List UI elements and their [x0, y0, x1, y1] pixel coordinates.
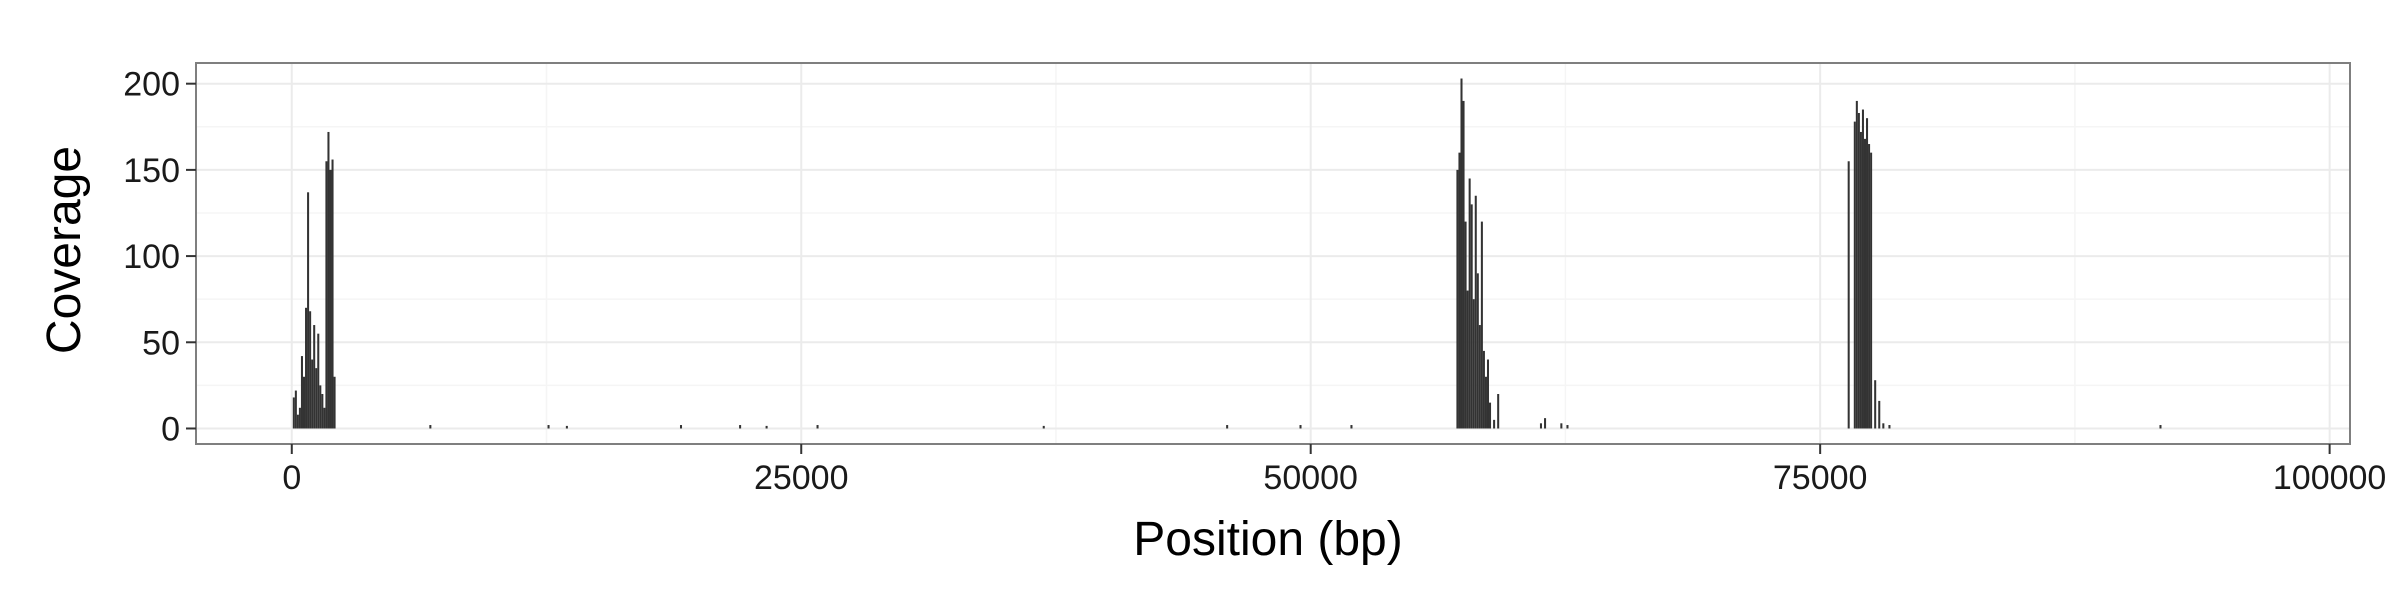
- coverage-bar: [1468, 178, 1471, 429]
- coverage-bar: [302, 376, 306, 429]
- coverage-bar: [1478, 325, 1481, 429]
- x-tick-label: 100000: [2273, 459, 2386, 497]
- x-axis: 0 25000 50000 75000 100000: [282, 444, 2386, 497]
- coverage-bar: [547, 425, 550, 429]
- coverage-bar: [1859, 131, 1862, 429]
- minor-gridlines: [196, 63, 2350, 444]
- coverage-bar: [1480, 221, 1483, 429]
- coverage-bar: [319, 385, 322, 429]
- coverage-bar: [1539, 423, 1542, 429]
- y-tick-label: 200: [123, 66, 180, 104]
- coverage-bar: [1866, 118, 1869, 429]
- coverage-bar: [1870, 152, 1873, 429]
- coverage-bar: [765, 425, 768, 429]
- coverage-bar: [300, 356, 303, 429]
- coverage-bar: [1460, 78, 1463, 429]
- coverage-bar: [331, 159, 334, 429]
- coverage-bar: [1462, 100, 1465, 429]
- coverage-bar: [1560, 423, 1563, 429]
- coverage-bar: [1497, 394, 1500, 429]
- coverage-bar: [1863, 138, 1867, 429]
- coverage-bar: [1861, 109, 1864, 429]
- coverage-bar: [1853, 121, 1856, 429]
- coverage-bar: [329, 169, 332, 429]
- coverage-bar: [1458, 152, 1461, 429]
- coverage-bar: [1472, 299, 1475, 429]
- x-tick-label: 75000: [1773, 459, 1868, 497]
- coverage-bar: [1476, 273, 1479, 429]
- coverage-bar: [1868, 144, 1871, 429]
- y-tick-label: 100: [123, 238, 180, 276]
- major-gridlines: [196, 63, 2350, 444]
- coverage-bar: [1484, 376, 1487, 429]
- coverage-bar: [1350, 425, 1353, 429]
- coverage-bar: [321, 394, 324, 429]
- coverage-bar: [1456, 169, 1459, 429]
- coverage-bar: [317, 333, 320, 429]
- coverage-bar: [1888, 425, 1891, 429]
- coverage-bar: [1566, 425, 1569, 429]
- coverage-bar: [294, 390, 297, 429]
- coverage-bar: [1466, 290, 1469, 429]
- coverage-bar: [296, 414, 299, 429]
- coverage-bar: [323, 407, 326, 429]
- coverage-bar: [1042, 425, 1045, 429]
- y-tick-label: 0: [161, 410, 180, 448]
- coverage-bar: [1847, 161, 1850, 429]
- coverage-bar: [1855, 100, 1858, 429]
- coverage-bar: [1493, 419, 1496, 429]
- coverage-bar: [1874, 380, 1877, 429]
- coverage-bar: [739, 425, 742, 429]
- panel-border: [195, 62, 2351, 445]
- coverage-bar: [1299, 425, 1302, 429]
- coverage-bar: [298, 407, 301, 429]
- coverage-bar: [325, 161, 328, 429]
- y-tick-label: 150: [123, 152, 180, 190]
- x-tick-label: 50000: [1263, 459, 1358, 497]
- x-tick-label: 0: [282, 459, 301, 497]
- coverage-bar: [1857, 112, 1860, 429]
- y-axis: 0 50 100 150 200: [123, 66, 196, 448]
- coverage-bar: [1544, 418, 1547, 429]
- x-tick-label: 25000: [754, 459, 849, 497]
- coverage-bar: [1474, 195, 1477, 429]
- coverage-bar: [313, 325, 316, 429]
- coverage-bar: [1878, 400, 1881, 429]
- coverage-bar: [679, 425, 683, 429]
- coverage-bar: [1464, 221, 1467, 429]
- coverage-bar: [2159, 425, 2162, 429]
- y-tick-label: 50: [142, 324, 180, 362]
- coverage-bar: [333, 376, 336, 429]
- coverage-bar: [309, 311, 312, 429]
- coverage-bar: [429, 425, 432, 429]
- y-axis-title: Coverage: [38, 146, 91, 354]
- coverage-bar: [311, 359, 314, 429]
- coverage-bar: [565, 425, 568, 429]
- coverage-bars: [292, 78, 2162, 429]
- coverage-bar: [307, 192, 310, 429]
- coverage-bar: [816, 425, 819, 429]
- coverage-bar: [1882, 423, 1885, 429]
- coverage-bar: [315, 368, 318, 429]
- coverage-bar: [1470, 204, 1473, 429]
- coverage-bar: [292, 397, 295, 429]
- coverage-bar: [1486, 359, 1490, 429]
- coverage-bar: [305, 307, 308, 429]
- coverage-bar: [1226, 425, 1229, 429]
- coverage-bar: [1489, 402, 1492, 429]
- coverage-bar: [1482, 350, 1485, 429]
- plot-panel: [196, 63, 2350, 444]
- x-axis-title: Position (bp): [1133, 513, 1402, 566]
- coverage-bar: [327, 131, 330, 429]
